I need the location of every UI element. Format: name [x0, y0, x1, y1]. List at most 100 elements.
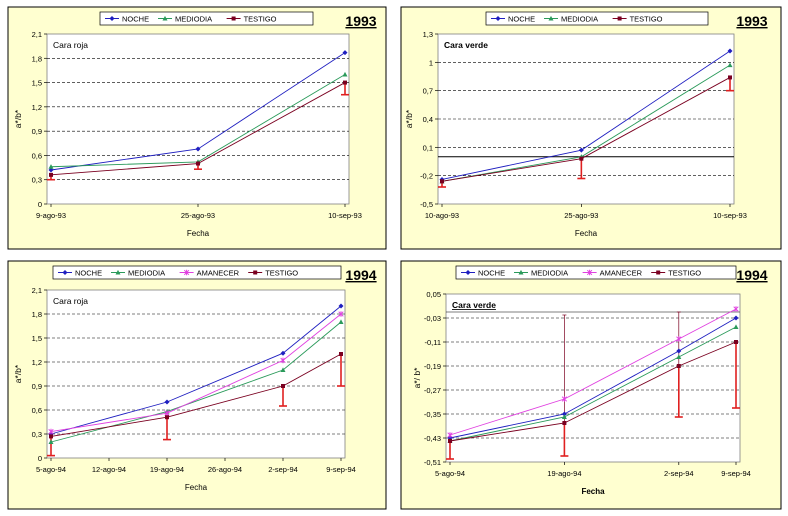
y-tick-label: 0 [38, 454, 42, 463]
legend: NOCHE MEDIODIA AMANECER TESTIGO [52, 265, 342, 280]
legend-marker [586, 269, 593, 276]
chart-svg-4: -0,51 -0,43 -0,35 -0,27 -0,19 -0,11 -0,03 0,05 5… [400, 260, 782, 510]
data-point [734, 340, 738, 344]
y-axis-title: a*/b* [13, 109, 23, 128]
error-bars [438, 77, 734, 188]
data-point [727, 62, 733, 68]
legend-marker [162, 15, 168, 21]
chart-subtitle: Cara roja [53, 40, 88, 50]
data-point [562, 421, 567, 425]
legend-entry: TESTIGO [265, 269, 298, 278]
data-point [342, 71, 348, 77]
series-noche [447, 315, 739, 441]
y-axis-title: a*/ b* [412, 367, 422, 388]
y-tick-label: 1,8 [32, 54, 42, 63]
legend-entry: NOCHE [478, 269, 505, 278]
x-tick-label: 2-sep-94 [268, 465, 298, 474]
x-tick-label: 10-sep-93 [328, 211, 362, 220]
x-tick-label: 25-ago-93 [181, 211, 215, 220]
x-tick-label: 26-ago-94 [208, 465, 242, 474]
x-tick-label: 19-ago-94 [150, 465, 184, 474]
x-axis-title: Fecha [187, 229, 210, 238]
legend-box [52, 265, 342, 280]
x-tick-label: 25-ago-93 [564, 211, 598, 220]
data-point [561, 396, 568, 402]
legend-marker [518, 269, 524, 275]
x-tick-label: 19-ago-94 [547, 469, 581, 478]
y-tick-label: -0,5 [420, 200, 433, 209]
x-axis-title: Fecha [581, 487, 605, 496]
chart-panel-1994-cara-verde: -0,51 -0,43 -0,35 -0,27 -0,19 -0,11 -0,03 0,05 5… [400, 260, 782, 510]
y-tick-label: 2,1 [32, 30, 42, 39]
legend: NOCHE MEDIODIA TESTIGO [99, 11, 314, 26]
data-point [447, 432, 453, 438]
legend-marker [495, 16, 501, 21]
legend-marker [253, 270, 258, 275]
series-amanecer [447, 306, 739, 438]
legend-entry: TESTIGO [244, 15, 277, 24]
data-point [676, 364, 681, 368]
chart-panel-1994-cara-roja: 0 0,3 0,6 0,9 1,2 1,5 1,8 2,1 5-ago-94 12-ago-94 1… [7, 260, 387, 510]
chart-subtitle: Cara verde [452, 300, 496, 310]
data-point [676, 348, 682, 354]
legend-entry: TESTIGO [668, 269, 701, 278]
y-tick-label: 0,4 [423, 115, 433, 124]
y-tick-label: 0,3 [32, 430, 42, 439]
legend: NOCHE MEDIODIA AMANECER TESTIGO [455, 265, 737, 280]
x-tick-label: 2-sep-94 [664, 469, 694, 478]
y-tick-label: 1,2 [32, 103, 42, 112]
data-point [440, 179, 444, 184]
data-point [165, 415, 169, 420]
x-tick-label: 9-sep-94 [326, 465, 356, 474]
data-point [343, 80, 347, 85]
plot-area [46, 33, 350, 205]
y-tick-label: 0,9 [32, 382, 42, 391]
legend-box [99, 11, 314, 26]
series-amanecer [48, 311, 344, 435]
legend-marker [656, 270, 661, 275]
y-tick-label: 0 [38, 200, 42, 209]
data-point [196, 161, 200, 166]
data-point [280, 367, 286, 372]
legend-entry: NOCHE [75, 269, 102, 278]
chart-svg-2: -0,5 -0,2 0,1 0,4 0,7 1 1,3 10-ago-93 25-ago-93 1… [400, 6, 782, 250]
legend-marker [183, 269, 190, 276]
series-line [449, 341, 737, 442]
plot-area [445, 293, 741, 463]
y-tick-label: 1 [429, 58, 433, 67]
data-point [48, 164, 54, 169]
x-tick-label: 12-ago-94 [92, 465, 126, 474]
legend-marker [465, 270, 471, 275]
y-tick-label: 1,5 [32, 79, 42, 88]
series-testigo [49, 352, 343, 439]
year-label: 1994 [345, 267, 376, 283]
legend-marker [62, 270, 68, 275]
series-line [50, 313, 342, 433]
y-tick-label: 2,1 [32, 286, 42, 295]
legend-entry: AMANECER [600, 269, 643, 278]
legend-entry: AMANECER [197, 269, 240, 278]
x-tick-label: 9-sep-94 [721, 469, 751, 478]
data-point [733, 315, 739, 321]
y-tick-label: -0,27 [424, 386, 441, 395]
y-tick-label: -0,43 [424, 434, 441, 443]
legend-marker [231, 16, 236, 21]
data-point [676, 354, 682, 359]
series-line [50, 305, 342, 435]
data-point [578, 147, 584, 153]
data-point [281, 384, 285, 388]
legend-entry: NOCHE [508, 15, 535, 24]
data-point [49, 434, 53, 439]
data-point [338, 303, 344, 309]
y-axis-title: a*/b* [13, 364, 23, 383]
y-tick-label: -0,03 [424, 314, 441, 323]
chart-subtitle: Cara roja [53, 296, 88, 306]
data-point [561, 414, 567, 419]
data-point [338, 311, 344, 317]
y-tick-label: 0,05 [426, 290, 441, 299]
data-point [561, 411, 567, 417]
chart-svg-3: 0 0,3 0,6 0,9 1,2 1,5 1,8 2,1 5-ago-94 12-ago-94 1… [7, 260, 387, 510]
data-point [164, 410, 170, 416]
legend-entry: MEDIODIA [561, 15, 598, 24]
data-point [48, 428, 54, 435]
